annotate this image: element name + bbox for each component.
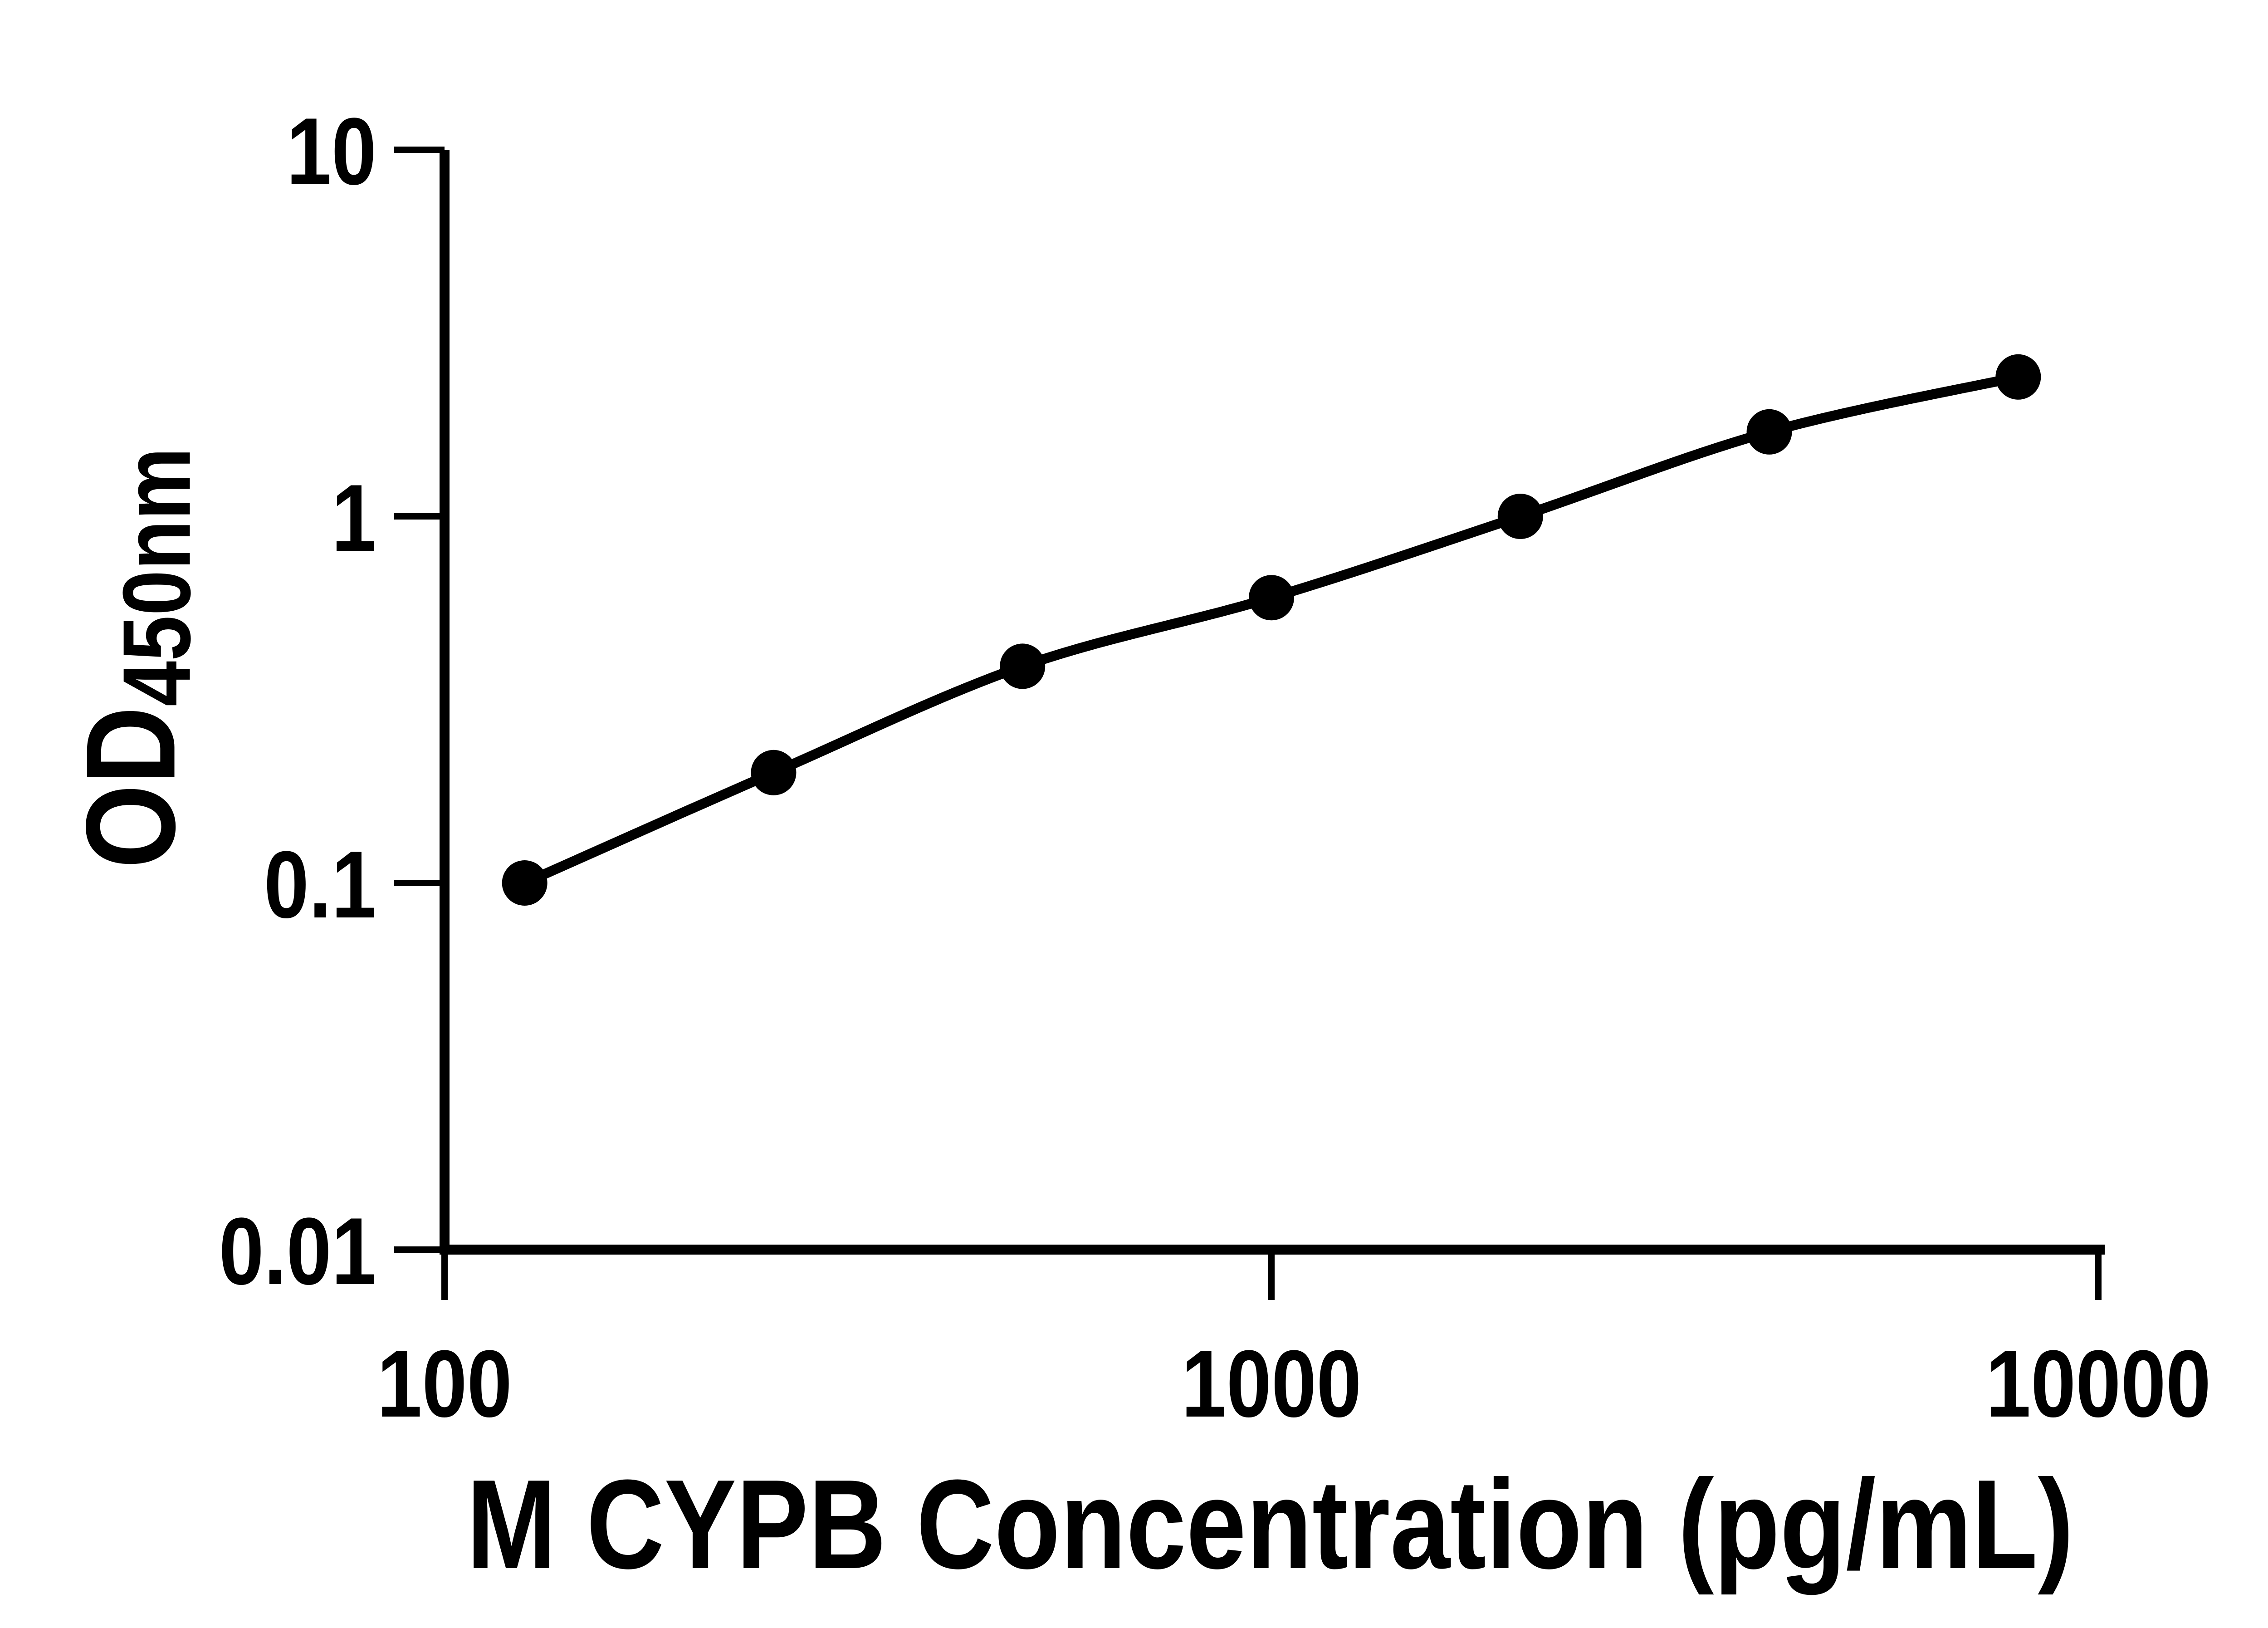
y-axis-title: OD450nm <box>60 447 210 868</box>
data-point <box>1995 354 2041 400</box>
data-points <box>502 354 2041 906</box>
x-axis-title: M CYPB Concentration (pg/mL) <box>466 1454 2074 1595</box>
x-tick-label-text: 1000 <box>1181 1331 1361 1437</box>
fit-curve <box>523 372 2019 888</box>
x-tick-label: 100 <box>377 1331 512 1437</box>
axes <box>440 150 2105 1255</box>
y-tick-label: 0.01 <box>219 1198 376 1304</box>
axis-ticks <box>394 147 2102 1300</box>
x-tick-label: 10000 <box>1986 1331 2211 1437</box>
data-point <box>1000 643 1046 689</box>
y-tick-label-text: 0.01 <box>219 1198 376 1304</box>
data-point <box>502 860 547 906</box>
y-tick-label-text: 1 <box>332 465 376 571</box>
data-point <box>1249 575 1294 621</box>
y-tick-label-text: 10 <box>286 98 376 205</box>
data-point <box>751 750 797 795</box>
x-tick-label-text: 10000 <box>1986 1331 2211 1437</box>
y-tick-label: 0.1 <box>264 832 376 938</box>
y-axis-title-main: OD <box>60 706 202 868</box>
x-tick-label: 1000 <box>1181 1331 1361 1437</box>
y-tick-label: 1 <box>332 465 376 571</box>
y-axis-title-subscript: 450nm <box>103 447 210 706</box>
y-tick-label-text: 0.1 <box>264 832 376 938</box>
y-tick-label: 10 <box>286 98 376 205</box>
fit-curve-path <box>523 372 2019 888</box>
data-point <box>1746 409 1792 455</box>
data-point <box>1497 494 1543 539</box>
x-tick-label-text: 100 <box>377 1331 512 1437</box>
